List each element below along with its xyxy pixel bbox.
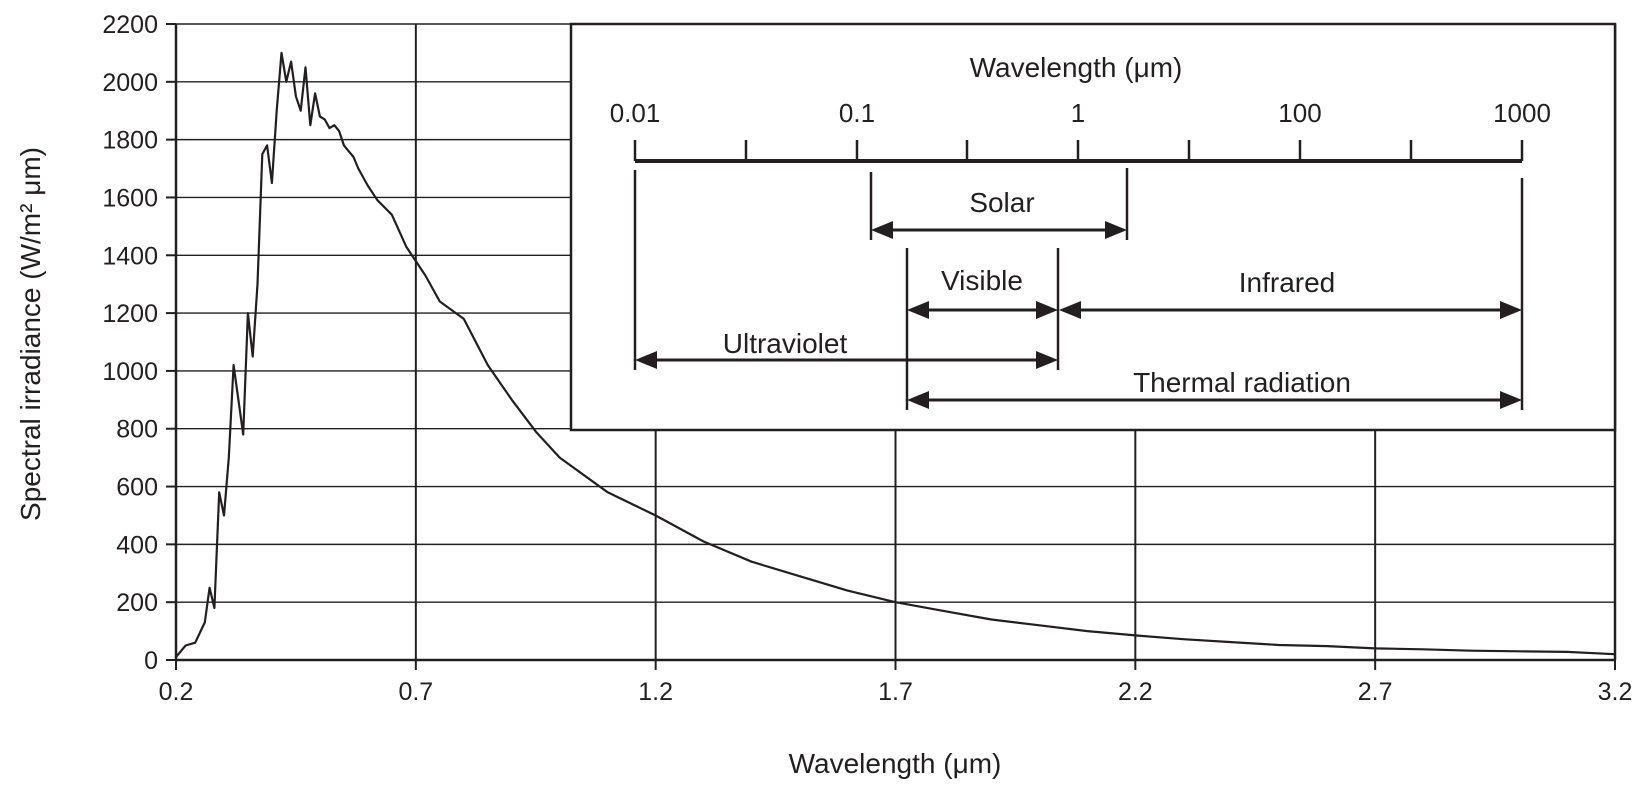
- y-tick-label: 2200: [102, 11, 158, 39]
- y-tick-label: 1400: [102, 242, 158, 270]
- ultraviolet-band-arrow: [635, 351, 1058, 369]
- x-tick-label: 0.2: [159, 678, 194, 706]
- inset-scale-label: 1000: [1493, 98, 1551, 128]
- infrared-band-label: Infrared: [1239, 267, 1336, 298]
- tick-label-layer: 0 200 400 600 800 1000 1200 1400 1600 1800 2000 220…: [102, 11, 1632, 706]
- y-tick-label: 600: [116, 474, 158, 502]
- x-tick-label: 0.7: [398, 678, 433, 706]
- y-tick-label: 200: [116, 589, 158, 617]
- inset-scale-label: 100: [1278, 98, 1321, 128]
- y-tick-label: 1200: [102, 300, 158, 328]
- spectrum-inset: Wavelength (μm) 0.01 0.1 1 100 1000 Sola…: [569, 22, 1617, 432]
- inset-scale-label: 0.01: [610, 98, 661, 128]
- infrared-band-arrow: [1059, 301, 1522, 319]
- y-axis-title: Spectral irradiance (W/m² μm): [15, 147, 46, 521]
- y-tick-label: 400: [116, 531, 158, 559]
- inset-frame: [569, 22, 1617, 432]
- y-tick-label: 1800: [102, 127, 158, 155]
- spectral-irradiance-line: [175, 51, 1616, 658]
- x-tick-label: 3.2: [1598, 678, 1633, 706]
- inset-title: Wavelength (μm): [970, 52, 1183, 83]
- thermal-band-label: Thermal radiation: [1133, 367, 1351, 398]
- visible-band-label: Visible: [941, 265, 1023, 296]
- visible-band-arrow: [907, 301, 1058, 319]
- y-tick-label: 800: [116, 416, 158, 444]
- y-tick-label: 1600: [102, 184, 158, 212]
- solar-band-label: Solar: [969, 187, 1034, 218]
- y-tick-label: 2000: [102, 69, 158, 97]
- inset-scale-label: 1: [1071, 98, 1085, 128]
- inset-scale-label: 0.1: [839, 98, 875, 128]
- y-tick-label: 1000: [102, 358, 158, 386]
- x-tick-label: 2.2: [1118, 678, 1153, 706]
- ultraviolet-band-label: Ultraviolet: [723, 328, 848, 359]
- x-axis-title: Wavelength (μm): [789, 748, 1002, 779]
- x-tick-label: 2.7: [1358, 678, 1393, 706]
- y-tick-label: 0: [144, 647, 158, 675]
- x-tick-label: 1.7: [878, 678, 913, 706]
- series-layer: [175, 51, 1616, 658]
- x-tick-label: 1.2: [638, 678, 673, 706]
- thermal-band-arrow: [907, 391, 1522, 409]
- solar-band-arrow: [871, 221, 1127, 239]
